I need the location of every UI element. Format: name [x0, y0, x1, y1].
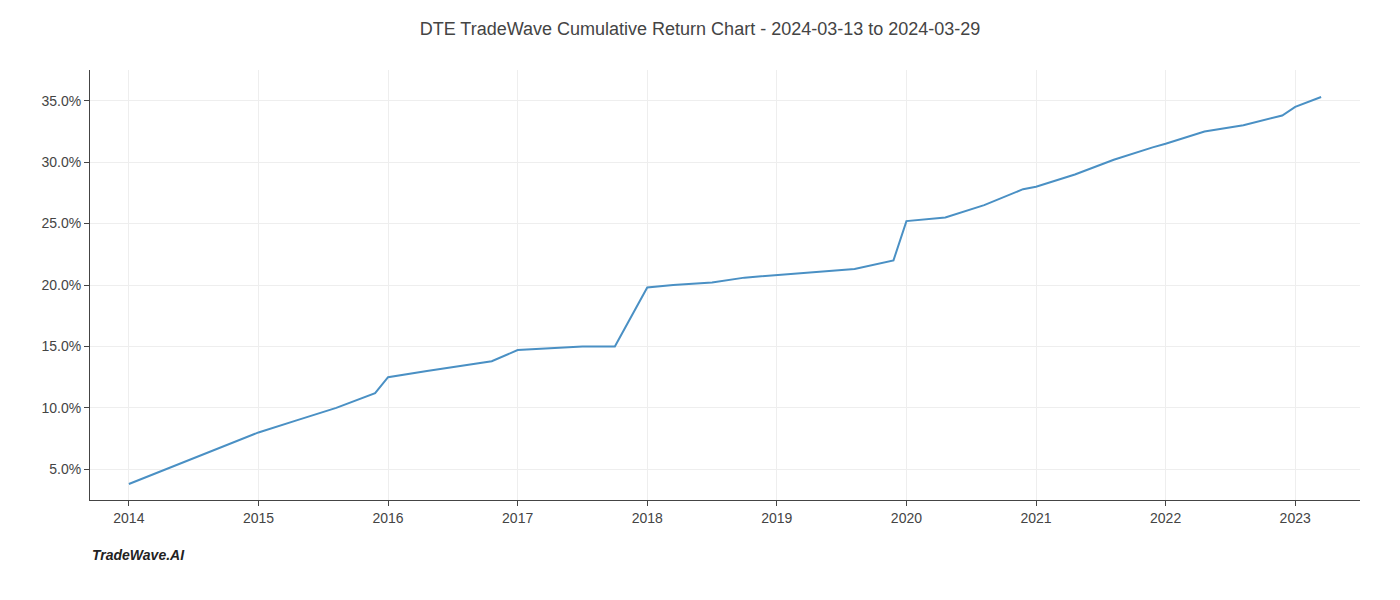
svg-text:2021: 2021	[1020, 510, 1051, 526]
svg-text:25.0%: 25.0%	[41, 215, 81, 231]
svg-text:DTE TradeWave Cumulative Retur: DTE TradeWave Cumulative Return Chart - …	[420, 19, 981, 39]
svg-text:2020: 2020	[891, 510, 922, 526]
svg-text:2022: 2022	[1150, 510, 1181, 526]
svg-text:2016: 2016	[372, 510, 403, 526]
svg-text:2017: 2017	[502, 510, 533, 526]
svg-text:10.0%: 10.0%	[41, 400, 81, 416]
svg-text:15.0%: 15.0%	[41, 338, 81, 354]
svg-text:2014: 2014	[113, 510, 144, 526]
svg-text:35.0%: 35.0%	[41, 93, 81, 109]
svg-text:2023: 2023	[1280, 510, 1311, 526]
svg-text:TradeWave.AI: TradeWave.AI	[92, 547, 185, 563]
svg-text:2015: 2015	[243, 510, 274, 526]
svg-text:20.0%: 20.0%	[41, 277, 81, 293]
svg-text:30.0%: 30.0%	[41, 154, 81, 170]
svg-text:5.0%: 5.0%	[49, 461, 81, 477]
svg-text:2019: 2019	[761, 510, 792, 526]
svg-text:2018: 2018	[632, 510, 663, 526]
